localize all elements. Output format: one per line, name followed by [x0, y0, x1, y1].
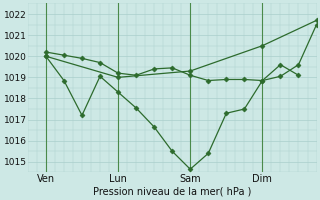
X-axis label: Pression niveau de la mer( hPa ): Pression niveau de la mer( hPa )	[93, 187, 252, 197]
